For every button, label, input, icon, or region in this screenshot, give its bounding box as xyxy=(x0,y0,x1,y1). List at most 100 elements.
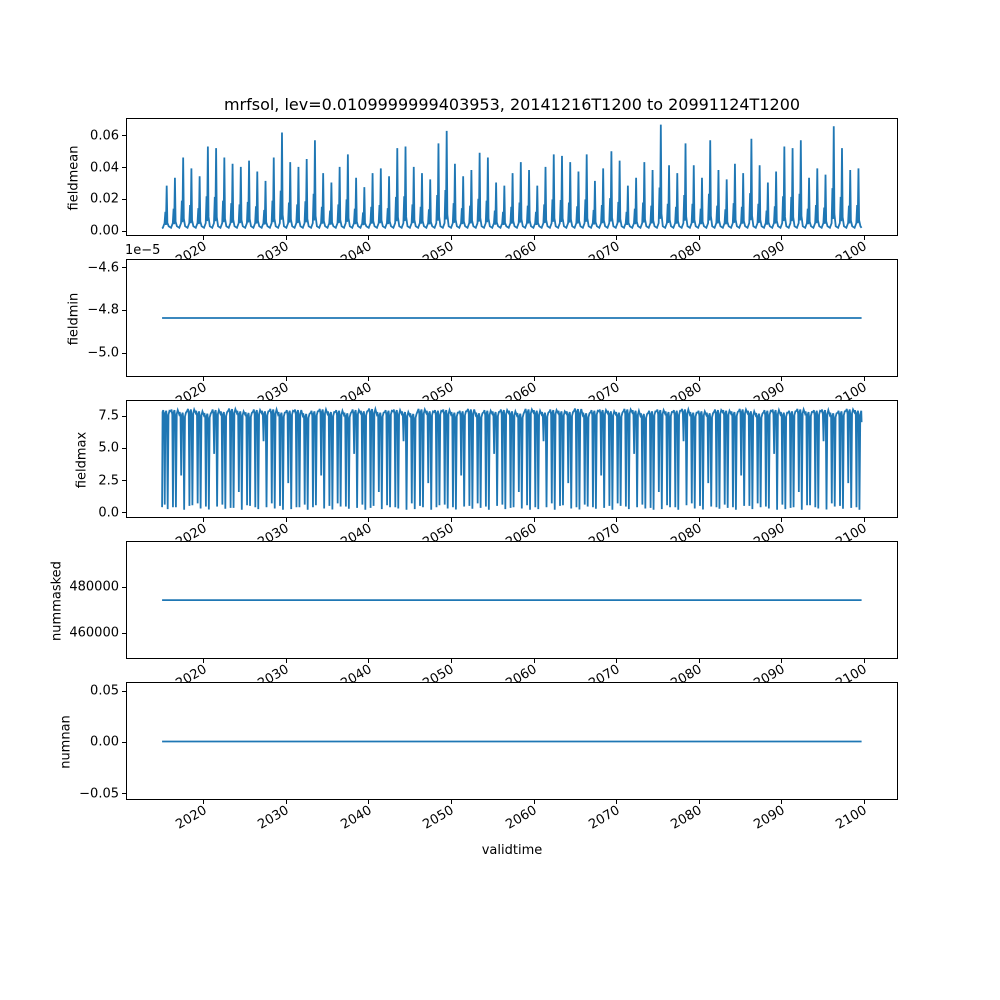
y-tick-label: 0.00 xyxy=(90,223,119,239)
x-tick-mark xyxy=(368,236,370,240)
x-tick-mark xyxy=(368,377,370,381)
x-axis-label: validtime xyxy=(481,843,543,858)
y-tick-mark xyxy=(122,267,126,269)
x-tick-mark xyxy=(616,518,618,522)
y-tick-label: 0.02 xyxy=(90,191,119,207)
x-tick-mark xyxy=(863,800,865,804)
x-tick-mark xyxy=(698,659,700,663)
numnan-line xyxy=(162,740,862,743)
x-tick-mark xyxy=(368,659,370,663)
y-tick-mark xyxy=(122,352,126,354)
x-tick-label: 2030 xyxy=(255,803,292,833)
y-tick-mark xyxy=(122,741,126,743)
chart-title: mrfsol, lev=0.0109999999403953, 20141216… xyxy=(223,95,801,114)
x-tick-mark xyxy=(285,236,287,240)
x-tick-mark xyxy=(863,377,865,381)
y-tick-mark xyxy=(122,512,126,514)
fieldmean-line xyxy=(161,124,863,230)
y-axis-label-nummasked: nummasked xyxy=(49,561,65,641)
y-axis-label-fieldmax: fieldmax xyxy=(74,431,90,489)
y-tick-label: −4.6 xyxy=(87,260,119,276)
x-tick-mark xyxy=(533,377,535,381)
x-tick-mark xyxy=(781,659,783,663)
x-tick-mark xyxy=(533,518,535,522)
subplot-fieldmax: 0.0 2.5 5.0 7.5 2020 2030 2040 2050 2060 2070 2080… xyxy=(75,400,898,551)
x-tick-mark xyxy=(285,800,287,804)
x-tick-mark xyxy=(781,518,783,522)
x-tick-mark xyxy=(285,377,287,381)
y-tick-mark xyxy=(122,447,126,449)
y-tick-mark xyxy=(122,632,126,634)
x-tick-mark xyxy=(368,518,370,522)
fieldmax-polyline xyxy=(161,405,863,510)
x-tick-label: 2050 xyxy=(420,803,457,833)
y-tick-label: 0.00 xyxy=(90,734,119,750)
x-tick-mark xyxy=(616,800,618,804)
x-tick-label: 2090 xyxy=(751,803,788,833)
fieldmean-polyline xyxy=(161,124,863,230)
x-tick-mark xyxy=(863,659,865,663)
x-tick-mark xyxy=(863,236,865,240)
y-tick-mark xyxy=(122,793,126,795)
y-tick-mark xyxy=(122,480,126,482)
y-tick-mark xyxy=(122,690,126,692)
y-axis-offset-text: 1e−5 xyxy=(125,243,161,258)
y-axis-label-fieldmean: fieldmean xyxy=(66,145,82,211)
x-tick-mark xyxy=(533,236,535,240)
y-tick-label: 0.05 xyxy=(90,683,119,699)
y-tick-label: 460000 xyxy=(69,625,119,641)
x-tick-mark xyxy=(450,800,452,804)
x-tick-mark xyxy=(285,659,287,663)
x-tick-mark xyxy=(698,518,700,522)
y-tick-label: 7.5 xyxy=(98,408,119,424)
y-tick-mark xyxy=(122,230,126,232)
x-tick-mark xyxy=(616,377,618,381)
subplot-fieldmean: 0.00 0.02 0.04 0.06 2020 2030 2040 2050 2060 2070… xyxy=(67,118,898,269)
x-tick-mark xyxy=(781,377,783,381)
x-tick-mark xyxy=(781,800,783,804)
x-tick-mark xyxy=(450,377,452,381)
x-tick-label: 2070 xyxy=(585,803,623,833)
x-tick-mark xyxy=(533,800,535,804)
x-tick-mark xyxy=(698,236,700,240)
y-tick-label: 480000 xyxy=(69,579,119,595)
x-tick-label: 2080 xyxy=(668,803,705,833)
y-tick-label: 5.0 xyxy=(98,440,119,456)
x-tick-mark xyxy=(203,377,205,381)
y-tick-label: −4.8 xyxy=(87,302,119,318)
x-tick-mark xyxy=(450,236,452,240)
subplot-fieldmin: −4.6 −4.8 −5.0 2020 2030 2040 2050 2060 2070 2080… xyxy=(67,243,898,410)
fieldmin-line xyxy=(162,317,862,319)
fieldmax-line xyxy=(161,405,863,510)
x-tick-mark xyxy=(616,236,618,240)
x-tick-label: 2060 xyxy=(503,803,540,833)
x-tick-mark xyxy=(863,518,865,522)
x-tick-label: 2040 xyxy=(338,803,375,833)
y-tick-mark xyxy=(122,309,126,311)
y-tick-mark xyxy=(122,415,126,417)
x-tick-mark xyxy=(285,518,287,522)
x-tick-mark xyxy=(698,800,700,804)
y-tick-label: 0.0 xyxy=(98,505,119,521)
x-tick-mark xyxy=(203,659,205,663)
y-tick-label: −0.05 xyxy=(79,786,119,802)
x-tick-mark xyxy=(203,236,205,240)
x-tick-mark xyxy=(533,659,535,663)
y-tick-mark xyxy=(122,167,126,169)
x-tick-label: 2100 xyxy=(833,803,870,833)
y-tick-label: 2.5 xyxy=(98,473,119,489)
subplot-nummasked: 460000 480000 2020 2030 2040 2050 2060 2070 2080… xyxy=(50,541,898,692)
y-axis-label-numnan: numnan xyxy=(58,715,74,769)
x-tick-mark xyxy=(781,236,783,240)
y-tick-label: −5.0 xyxy=(87,345,119,361)
y-tick-label: 0.04 xyxy=(90,160,119,176)
y-tick-mark xyxy=(122,586,126,588)
x-tick-mark xyxy=(203,800,205,804)
x-tick-mark xyxy=(616,659,618,663)
subplot-numnan: −0.05 0.00 0.05 2020 2030 2040 2050 2060 2070 208… xyxy=(59,682,898,833)
y-axis-label-fieldmin: fieldmin xyxy=(66,292,82,346)
x-tick-mark xyxy=(203,518,205,522)
y-tick-label: 0.06 xyxy=(90,128,119,144)
y-tick-mark xyxy=(122,198,126,200)
